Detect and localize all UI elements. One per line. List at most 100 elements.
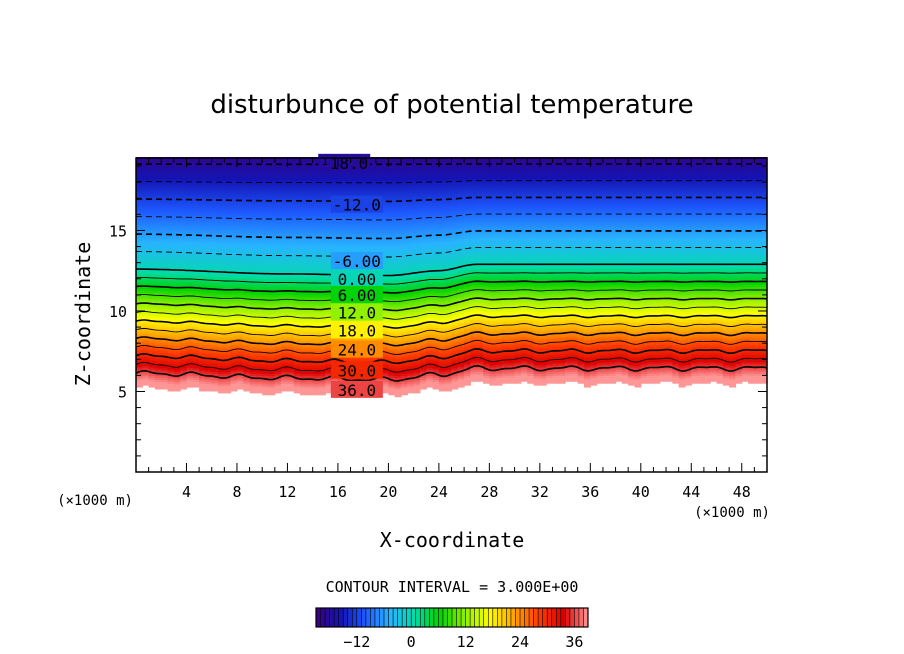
contour-cell [236, 377, 244, 380]
contour-cell [186, 174, 194, 177]
contour-cell [281, 350, 289, 353]
contour-cell [186, 305, 194, 309]
contour-cell [274, 298, 282, 301]
contour-cell [236, 383, 244, 386]
contour-cell [300, 392, 307, 396]
contour-cell [375, 187, 383, 191]
contour-cell [312, 263, 320, 266]
contour-cell [388, 234, 396, 237]
contour-cell [136, 172, 143, 176]
contour-cell [167, 263, 175, 266]
contour-cell [262, 257, 270, 261]
contour-cell [388, 357, 396, 361]
contour-cell [154, 330, 162, 334]
contour-cell [154, 251, 162, 255]
contour-cell [356, 238, 364, 241]
contour-cell [211, 243, 219, 247]
contour-cell [136, 222, 143, 226]
contour-cell [148, 211, 156, 214]
contour-cell [186, 249, 194, 253]
contour-cell [287, 211, 295, 214]
contour-cell [173, 346, 181, 349]
contour-cell [180, 162, 188, 166]
contour-cell [230, 168, 238, 172]
contour-cell [262, 319, 270, 322]
contour-cell [388, 301, 396, 305]
contour-cell [287, 269, 295, 272]
contour-cell [255, 367, 263, 371]
contour-cell [167, 357, 175, 361]
contour-cell [255, 209, 263, 212]
contour-cell [356, 172, 364, 176]
contour-cell [274, 257, 282, 261]
contour-cell [136, 187, 143, 191]
contour-cell [306, 390, 314, 394]
contour-cell [154, 359, 162, 363]
contour-cell [388, 257, 396, 261]
contour-cell [356, 319, 364, 322]
contour-cell [255, 319, 263, 322]
contour-cell [281, 158, 289, 162]
contour-cell [205, 305, 213, 309]
contour-cell [218, 383, 225, 386]
contour-cell [382, 334, 389, 338]
contour-cell [142, 363, 150, 367]
contour-cell [173, 263, 181, 266]
contour-cell [350, 180, 358, 183]
contour-cell [167, 330, 175, 334]
contour-cell [154, 332, 162, 336]
contour-cell [312, 346, 320, 349]
contour-cell [218, 388, 225, 392]
contour-cell [173, 220, 181, 224]
contour-cell [268, 228, 276, 232]
contour-cell [281, 267, 289, 270]
contour-cell [154, 321, 162, 324]
contour-cell [337, 379, 345, 382]
contour-cell [287, 242, 295, 245]
contour-cell [205, 381, 213, 384]
contour-cell [199, 263, 207, 266]
contour-cell [255, 184, 263, 187]
contour-cell [142, 288, 150, 291]
contour-cell [186, 383, 194, 386]
contour-cell [318, 379, 326, 382]
contour-cell [211, 371, 219, 375]
contour-cell [148, 274, 156, 278]
contour-cell [230, 340, 238, 344]
contour-cell [192, 160, 200, 164]
contour-cell [180, 307, 188, 311]
contour-cell [388, 249, 396, 253]
contour-cell [268, 180, 276, 183]
contour-cell [300, 383, 307, 386]
contour-cell [236, 325, 244, 328]
contour-cell [281, 375, 289, 378]
contour-cell [199, 352, 207, 355]
contour-cell [281, 278, 289, 282]
contour-cell [218, 257, 225, 261]
contour-cell [199, 240, 207, 243]
contour-cell [388, 184, 396, 187]
contour-cell [136, 375, 143, 378]
contour-cell [142, 357, 150, 361]
contour-cell [318, 205, 326, 208]
contour-cell [224, 373, 232, 376]
contour-cell [236, 228, 244, 232]
contour-cell [230, 280, 238, 284]
contour-cell [199, 230, 207, 233]
contour-cell [136, 234, 143, 237]
contour-cell [186, 363, 194, 367]
contour-cell [249, 234, 257, 237]
contour-cell [230, 193, 238, 197]
contour-cell [300, 245, 307, 249]
contour-cell [236, 265, 244, 268]
contour-cell [224, 375, 232, 378]
contour-cell [230, 207, 238, 210]
contour-cell [180, 274, 188, 278]
contour-cell [281, 172, 289, 176]
contour-cell [318, 301, 326, 305]
contour-cell [199, 274, 207, 278]
contour-cell [262, 243, 270, 247]
contour-cell [243, 352, 251, 355]
contour-cell [173, 187, 181, 191]
contour-cell [173, 369, 181, 373]
